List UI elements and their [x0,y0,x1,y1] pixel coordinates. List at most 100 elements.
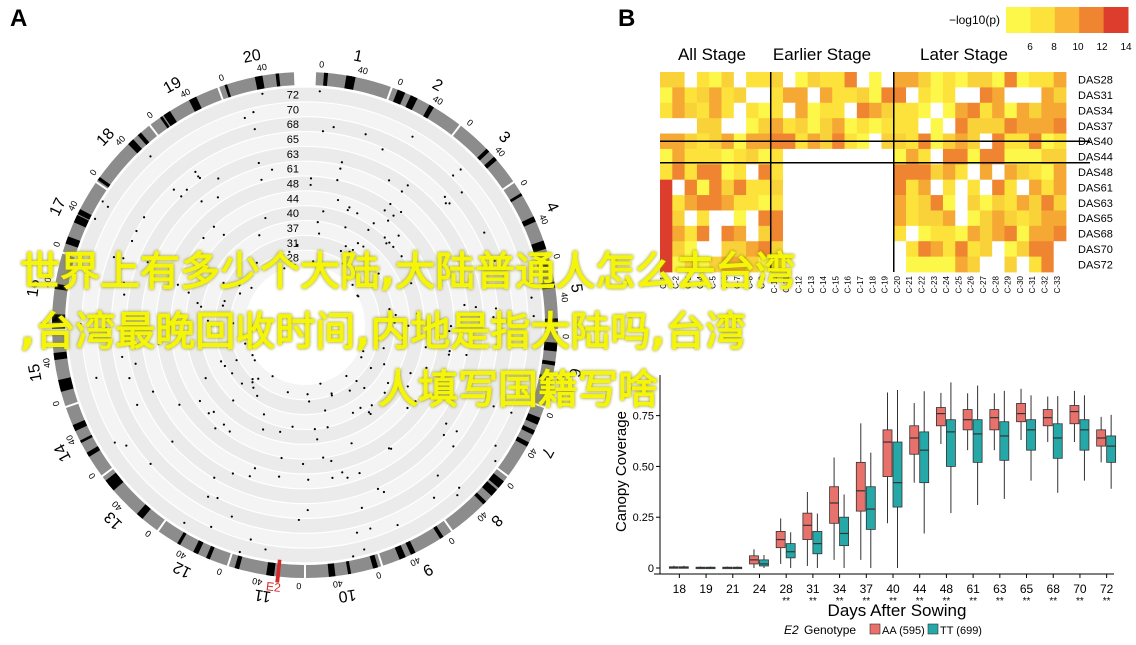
heatmap-cell [733,118,747,134]
chromosome-band [537,261,552,270]
signal-dot [407,324,410,327]
signal-dot [183,521,186,524]
heatmap-cell [881,241,895,258]
heatmap-cell [709,118,722,134]
box-TT [759,559,769,567]
col-label: C-10 [770,275,779,293]
heatmap-cell [709,102,722,119]
heatmap-cell [992,210,1005,227]
heatmap-cell [844,148,858,165]
heatmap-cell [906,164,919,181]
heatmap-cell [1004,225,1018,242]
signal-dot [296,243,299,247]
heatmap-cell [709,164,722,181]
signal-dot [142,216,146,219]
heatmap-cell [758,72,772,88]
heatmap-cell [893,148,907,165]
heatmap-cell [684,179,698,196]
heatmap-cell [979,87,993,104]
heatmap-cell [672,164,686,181]
heatmap-cell [844,72,858,88]
heatmap-cell [696,164,710,181]
signal-dot [452,445,455,448]
heatmap-cell [844,241,858,258]
heatmap-cell [869,256,882,273]
signal-dot [113,441,116,444]
col-label: C-15 [831,275,840,293]
heatmap-cell [1004,210,1018,227]
heatmap-cell [1041,241,1055,258]
legend-title: −log10(p) [949,13,1000,27]
scale-label: 40 [537,213,550,226]
heatmap-cell [955,210,968,227]
heatmap-cell [844,118,858,134]
col-label: C-16 [844,275,853,293]
heatmap-cell [906,256,919,273]
chromosome-band [136,504,151,519]
signal-dot [185,188,188,191]
signal-dot [388,307,391,311]
signal-dot [262,413,266,416]
heatmap-cell [709,72,722,88]
heatmap-cell [696,225,710,242]
heatmap-cell [856,195,870,211]
heatmap-cell [672,210,686,227]
signal-dot [493,259,496,262]
heatmap-cell [672,72,686,88]
significance-label: ** [1023,596,1031,607]
legend-prefix: E2 [784,623,799,637]
heatmap-cell [733,241,747,258]
box-AA [1069,405,1080,425]
heatmap-cell [721,87,735,104]
scale-label: 0 [215,566,223,577]
heatmap-cell [930,87,944,104]
heatmap-cell [660,102,673,119]
signal-dot [326,426,329,429]
signal-dot [367,257,371,261]
overlay-line-3: 人填写国籍写啥 [378,367,658,413]
heatmap-cell [955,225,968,242]
heatmap-cell [807,179,821,196]
x-tick-label: 18 [673,582,687,596]
significance-label: ** [1076,596,1084,607]
chromosome-label: 12 [170,558,194,581]
scale-label: 40 [525,447,539,461]
heatmap-cell [1041,164,1055,181]
row-label: DAS65 [1078,213,1113,225]
chromosome-ideogram [52,253,75,330]
signal-dot [250,286,253,289]
chromosome-label: 19 [161,74,185,98]
signal-dot [448,202,451,205]
signal-dot [494,444,497,447]
heatmap-cell [992,164,1005,181]
highlight-marker [275,559,282,583]
signal-dot [307,478,310,481]
heatmap-cell [955,179,968,196]
heatmap-cell [1041,195,1055,211]
signal-dot [362,350,365,353]
heatmap-cell [942,164,956,181]
heatmap-cell [893,87,907,104]
heatmap-cell [1029,210,1042,227]
scale-label: 0 [145,110,155,121]
chromosome-band [531,240,547,253]
scale-label: 0 [296,581,301,591]
col-label: C-22 [918,275,927,293]
significance-label: ** [809,596,817,607]
heatmap-cell [807,102,821,119]
scale-label: 0 [447,535,457,546]
heatmap-cell [906,102,919,119]
heatmap-cell [844,164,858,181]
heatmap-cell [893,164,907,181]
heatmap-cell [1041,179,1055,196]
legend-swatch [1079,7,1105,33]
signal-dot [221,304,225,307]
signal-dot [436,396,439,399]
signal-dot [455,430,458,433]
heatmap-cell [783,148,796,165]
heatmap-cell [955,195,968,211]
signal-dot [187,291,190,294]
y-tick-label: 0.75 [633,411,654,423]
scale-label: 0 [544,411,555,419]
